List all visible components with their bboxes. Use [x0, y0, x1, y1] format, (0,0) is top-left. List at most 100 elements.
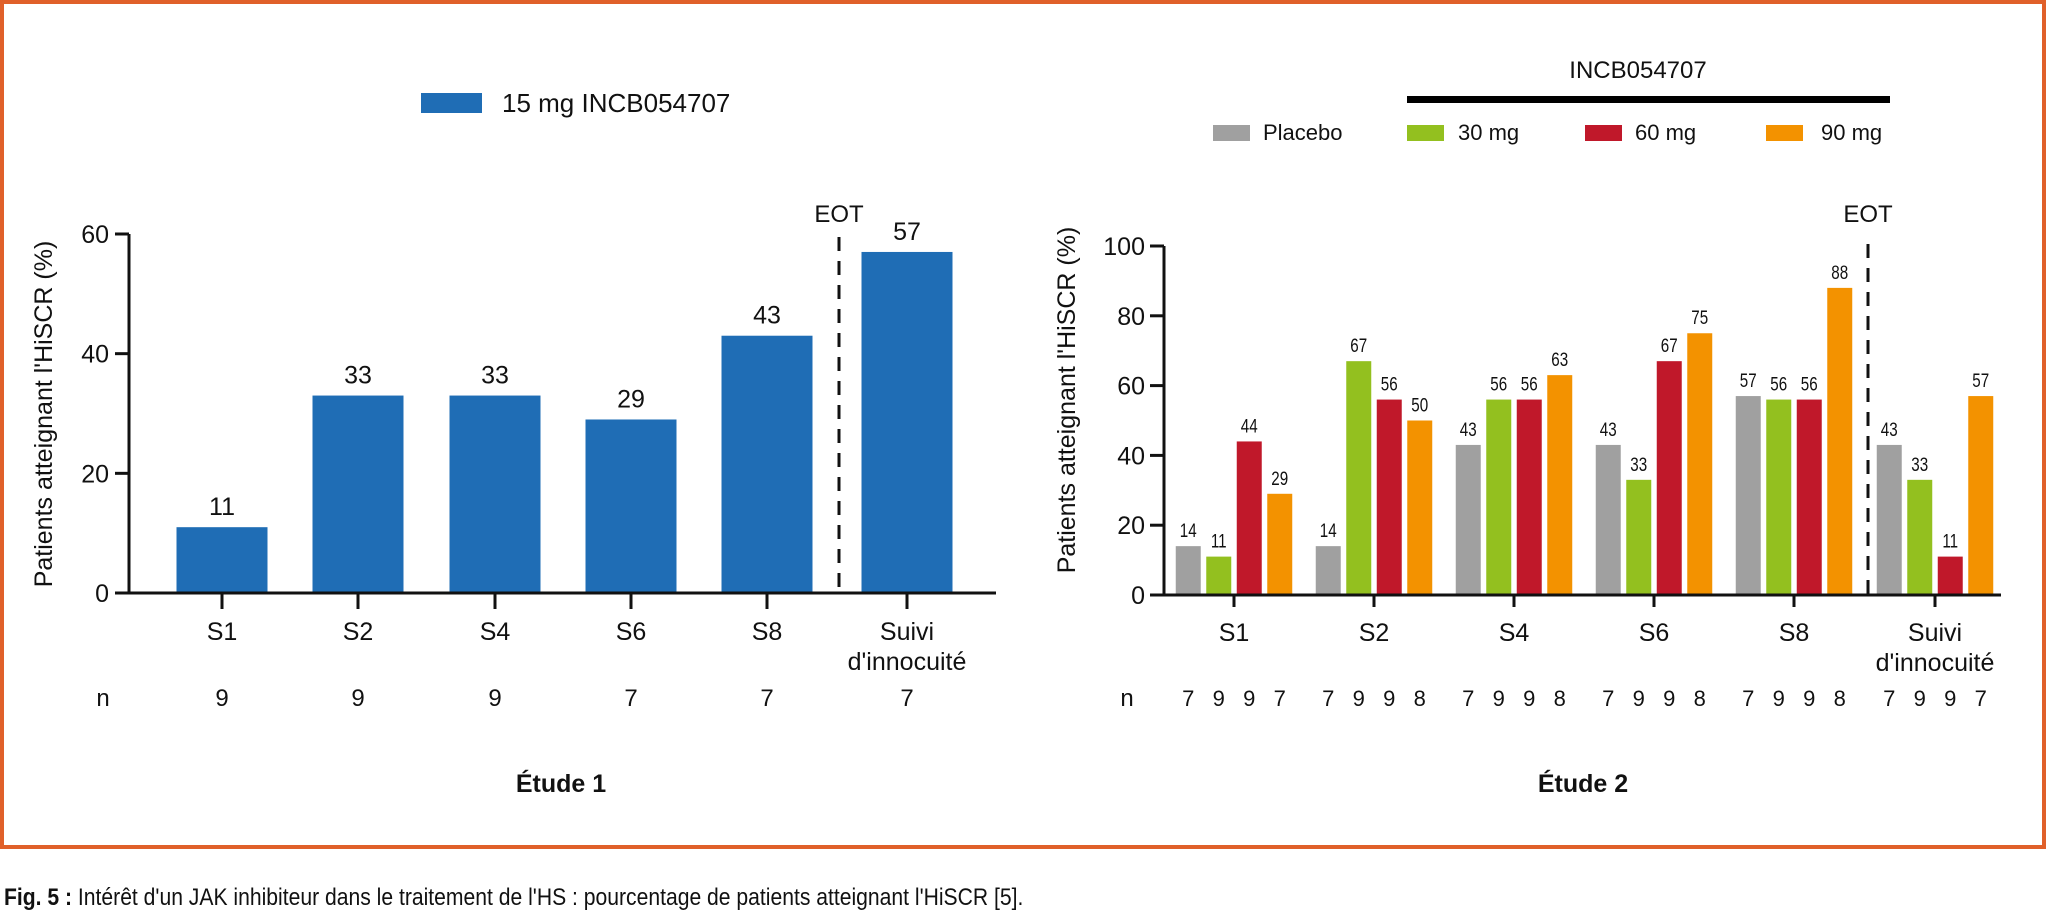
chart2-n-value: 7: [1975, 686, 1987, 711]
chart2-x-tick-label: S1: [1219, 619, 1250, 647]
chart1-x-tick-label: S1: [207, 618, 238, 646]
chart1-bar: [585, 419, 677, 593]
chart2-bar: [1407, 420, 1433, 595]
chart2-n-value: 7: [1322, 686, 1334, 711]
chart2-n-value: 9: [1213, 686, 1225, 711]
chart2-value-label: 43: [1460, 418, 1477, 440]
chart2-bar: [1175, 546, 1201, 595]
chart2-value-label: 56: [1490, 373, 1507, 395]
chart1-x-tick-label: Suivi: [880, 618, 934, 646]
figure-caption: Fig. 5 : Intérêt d'un JAK inhibiteur dan…: [4, 884, 1023, 912]
chart2-bar: [1516, 399, 1542, 595]
chart2-n-value: 7: [1742, 686, 1754, 711]
chart2-legend-swatch: [1585, 125, 1622, 141]
chart2-bar: [1455, 444, 1481, 595]
chart2-value-label: 43: [1600, 418, 1617, 440]
chart1-n-label: n: [96, 685, 109, 712]
chart2-y-tick-label: 60: [1117, 373, 1145, 401]
chart2-n-value: 9: [1493, 686, 1505, 711]
chart2-n-value: 7: [1462, 686, 1474, 711]
chart1-n-value: 7: [624, 685, 637, 712]
chart1-n-value: 9: [488, 685, 501, 712]
chart1-bar: [312, 395, 404, 593]
chart2-bar: [1206, 556, 1232, 595]
chart2-bar: [1876, 444, 1902, 595]
chart2-y-tick-label: 0: [1131, 582, 1145, 610]
chart2-legend-group-bar: [1407, 96, 1890, 103]
chart2-value-label: 33: [1911, 453, 1928, 475]
chart1-value-label: 29: [617, 385, 645, 413]
chart1-bar: [861, 251, 953, 593]
chart1-x-tick-label: S8: [752, 618, 783, 646]
chart2-n-value: 8: [1694, 686, 1706, 711]
chart2-bar: [1907, 479, 1933, 595]
chart1-value-label: 33: [344, 362, 372, 390]
chart2-value-label: 14: [1320, 519, 1337, 541]
chart2-n-value: 9: [1243, 686, 1255, 711]
chart2-value-label: 14: [1180, 519, 1197, 541]
chart1-y-tick-label: 60: [81, 221, 109, 249]
chart2-value-label: 33: [1630, 453, 1647, 475]
chart2-x-tick-label: S8: [1779, 619, 1810, 647]
chart2-value-label: 43: [1881, 418, 1898, 440]
chart2-n-value: 9: [1944, 686, 1956, 711]
chart1-bar: [449, 395, 541, 593]
chart2-y-tick-label: 100: [1103, 233, 1145, 261]
chart2-bar: [1687, 333, 1713, 595]
chart2-value-label: 57: [1740, 369, 1757, 391]
chart2-legend-group-title: INCB054707: [1569, 57, 1706, 84]
chart2-bar: [1796, 399, 1822, 595]
chart2-bar: [1315, 546, 1341, 595]
chart1-bar: [721, 335, 813, 593]
chart2-value-label: 57: [1972, 369, 1989, 391]
chart2-bar: [1376, 399, 1402, 595]
chart1-n-value: 9: [351, 685, 364, 712]
chart2-bar: [1346, 361, 1372, 595]
chart2-value-label: 67: [1350, 335, 1367, 357]
chart2-n-value: 9: [1663, 686, 1675, 711]
chart2-value-label: 88: [1831, 261, 1848, 283]
chart2-n-value: 9: [1633, 686, 1645, 711]
chart2: INCB054707 Placebo 30 mg 60 mg 90 mg Patien…: [1053, 57, 2001, 798]
chart2-legend-label: 30 mg: [1458, 120, 1519, 145]
chart2-y-tick-label: 40: [1117, 442, 1145, 470]
chart2-n-value: 8: [1554, 686, 1566, 711]
chart1-value-label: 11: [209, 493, 235, 521]
chart2-n-value: 7: [1883, 686, 1895, 711]
chart1-value-label: 43: [753, 302, 781, 330]
chart1-n-value: 7: [760, 685, 773, 712]
chart1: 15 mg INCB054707 Patients atteignant l'H…: [30, 88, 996, 798]
chart2-n-value: 9: [1773, 686, 1785, 711]
chart2-n-value: 8: [1834, 686, 1846, 711]
chart2-x-tick-label: S2: [1359, 619, 1390, 647]
chart2-legend-swatch: [1213, 125, 1250, 141]
chart2-bar: [1595, 444, 1621, 595]
chart2-eot-label: EOT: [1843, 201, 1893, 228]
chart2-bar: [1236, 441, 1262, 595]
chart2-n-value: 7: [1274, 686, 1286, 711]
chart2-n-value: 8: [1414, 686, 1426, 711]
chart2-value-label: 29: [1271, 467, 1288, 489]
chart2-bar: [1937, 556, 1963, 595]
chart1-eot-label: EOT: [814, 201, 864, 228]
chart2-bar: [1656, 361, 1682, 595]
chart2-legend-label: Placebo: [1263, 120, 1343, 145]
figure-frame: [0, 0, 2046, 849]
chart2-x-tick-label: S6: [1639, 619, 1670, 647]
chart2-value-label: 56: [1770, 373, 1787, 395]
chart2-x-tick-label: d'innocuité: [1876, 649, 1995, 677]
chart2-value-label: 67: [1661, 335, 1678, 357]
chart2-value-label: 50: [1411, 394, 1428, 416]
chart2-value-label: 56: [1801, 373, 1818, 395]
chart2-value-label: 44: [1241, 415, 1258, 437]
chart1-ylabel: Patients atteignant l'HiSCR (%): [30, 241, 58, 588]
chart1-n-value: 7: [900, 685, 913, 712]
caption-text: Intérêt d'un JAK inhibiteur dans le trai…: [72, 884, 1024, 911]
chart1-y-tick-label: 20: [81, 460, 109, 488]
chart2-legend-label: 60 mg: [1635, 120, 1696, 145]
chart2-x-tick-label: Suivi: [1908, 619, 1962, 647]
chart2-value-label: 11: [1211, 530, 1227, 552]
chart2-bar: [1827, 287, 1853, 595]
chart2-n-value: 9: [1914, 686, 1926, 711]
